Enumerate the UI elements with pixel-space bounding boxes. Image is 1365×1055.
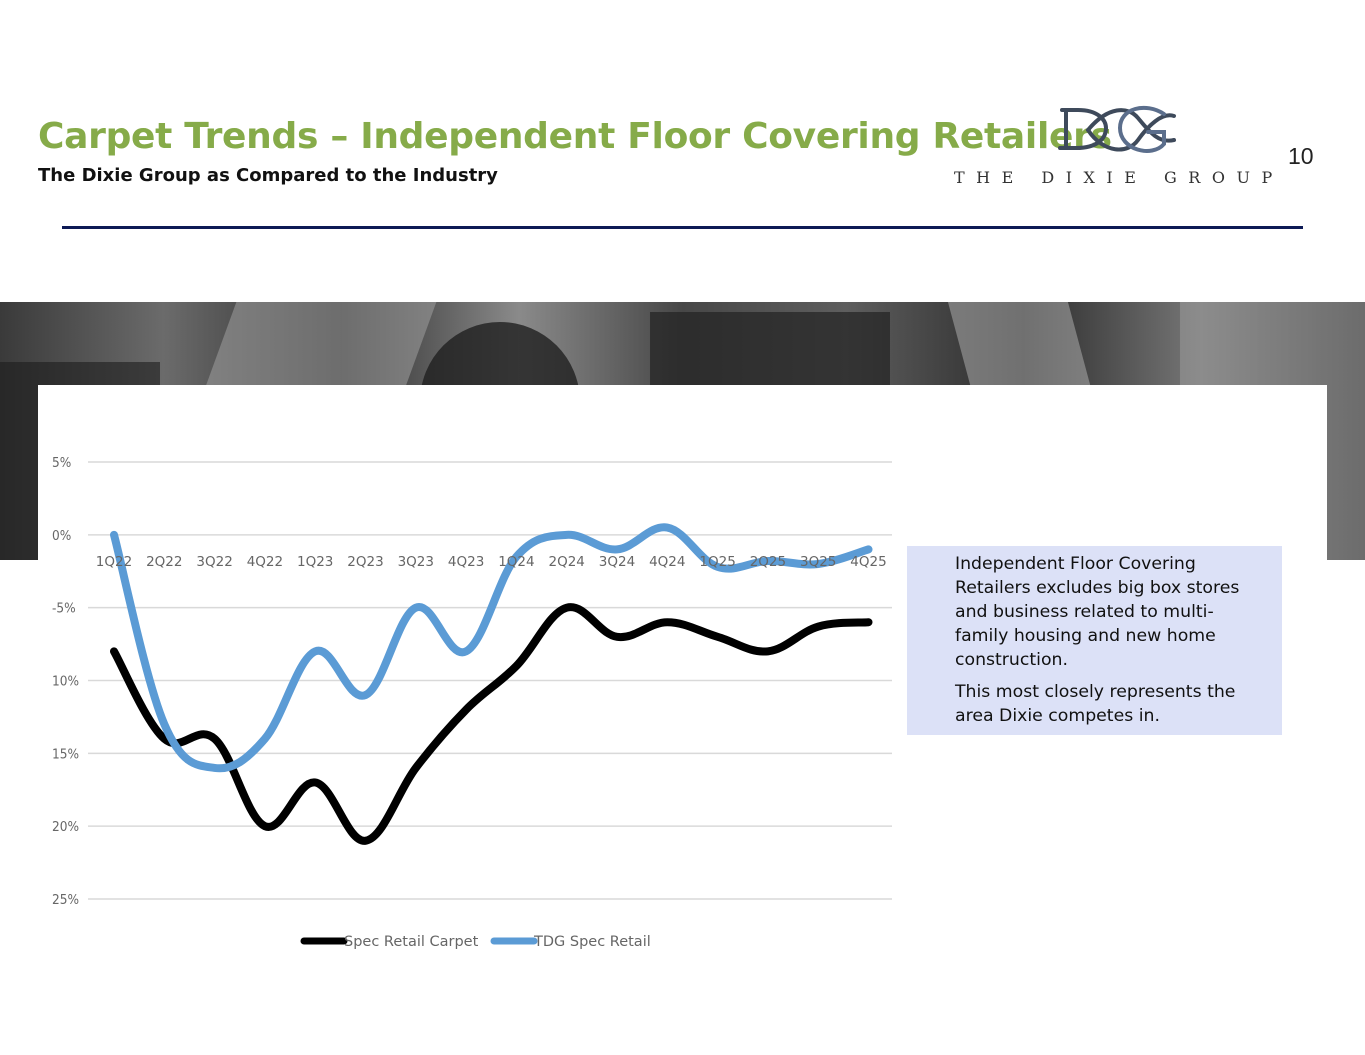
x-tick-label: 1Q25 xyxy=(699,554,735,570)
y-tick-label: 20% xyxy=(52,819,79,835)
y-tick-label: 15% xyxy=(52,746,79,762)
x-tick-label: 2Q24 xyxy=(548,554,584,570)
y-tick-label: -5% xyxy=(52,601,76,617)
x-tick-label: 3Q24 xyxy=(599,554,635,570)
legend-label: TDG Spec Retail xyxy=(533,934,651,950)
x-tick-label: 3Q22 xyxy=(196,554,232,570)
y-tick-label: 5% xyxy=(52,455,71,471)
note-paragraph-1: Independent Floor Covering Retailers exc… xyxy=(955,554,1240,670)
x-tick-label: 4Q25 xyxy=(850,554,886,570)
logo-wordmark: THE DIXIE GROUP xyxy=(954,168,1284,187)
x-tick-label: 3Q25 xyxy=(800,554,836,570)
series-line-tdg-spec-retail xyxy=(110,523,873,773)
series-line-spec-retail-carpet xyxy=(110,603,873,845)
page-subtitle: The Dixie Group as Compared to the Indus… xyxy=(38,165,498,186)
page-number: 10 xyxy=(1288,143,1314,169)
x-tick-label: 4Q23 xyxy=(448,554,484,570)
x-tick-label: 4Q24 xyxy=(649,554,685,570)
x-tick-label: 2Q23 xyxy=(347,554,383,570)
dxg-logo-icon xyxy=(1058,105,1176,153)
note-paragraph-2: This most closely represents the area Di… xyxy=(955,682,1236,726)
header-divider xyxy=(62,226,1303,229)
y-tick-label: 10% xyxy=(52,674,79,690)
x-tick-label: 1Q22 xyxy=(96,554,132,570)
x-tick-label: 1Q23 xyxy=(297,554,333,570)
legend-label: Spec Retail Carpet xyxy=(344,934,479,950)
x-tick-label: 4Q22 xyxy=(247,554,283,570)
y-tick-label: 0% xyxy=(52,528,71,544)
x-tick-label: 3Q23 xyxy=(398,554,434,570)
x-tick-label: 2Q22 xyxy=(146,554,182,570)
y-tick-label: 25% xyxy=(52,892,79,908)
x-tick-label: 2Q25 xyxy=(750,554,786,570)
note-box: Independent Floor Covering Retailers exc… xyxy=(907,546,1282,735)
x-tick-label: 1Q24 xyxy=(498,554,534,570)
page-title: Carpet Trends – Independent Floor Coveri… xyxy=(38,116,1112,157)
